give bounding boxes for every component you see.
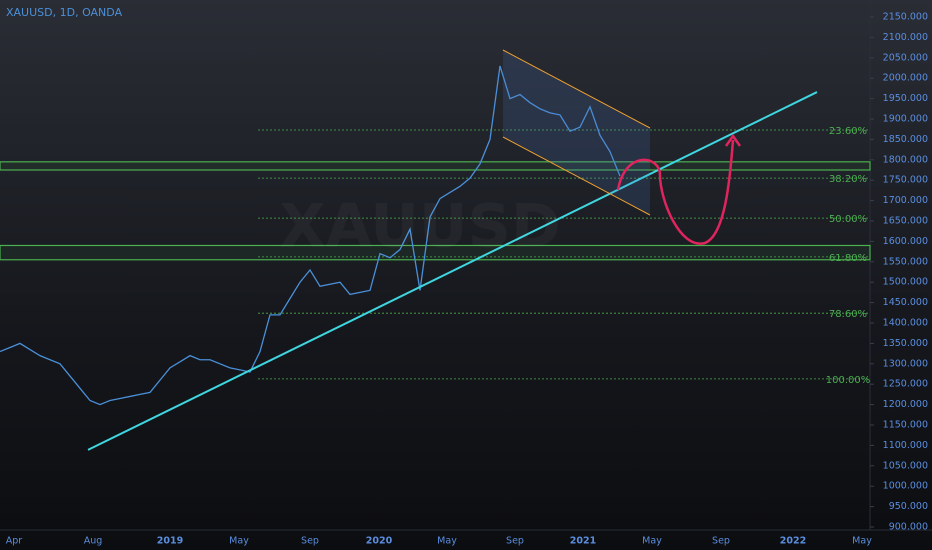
y-tick-label: 2100.000 [883, 32, 928, 43]
x-tick-label: May [642, 536, 662, 547]
y-tick-label: 1250.000 [883, 379, 928, 390]
channel-fill [503, 50, 650, 215]
y-tick-label: 1450.000 [883, 297, 928, 308]
chart-title: XAUUSD, 1D, OANDA [6, 6, 123, 19]
fib-label: 61.80% [829, 253, 867, 264]
y-tick-label: 1700.000 [883, 195, 928, 206]
projection-arrow [616, 139, 735, 245]
y-tick-label: 2150.000 [883, 12, 928, 23]
y-tick-label: 1500.000 [883, 277, 928, 288]
y-tick-label: 1000.000 [883, 481, 928, 492]
y-tick-label: 1100.000 [883, 440, 928, 451]
x-tick-label: Aug [84, 536, 103, 547]
x-tick-label: Sep [506, 536, 524, 547]
trendline [87, 91, 818, 451]
watermark: XAUUSD [279, 192, 560, 262]
x-tick-label: Sep [301, 536, 319, 547]
y-tick-label: 1650.000 [883, 216, 928, 227]
fib-label: 50.00% [829, 214, 867, 225]
fib-label: 78.60% [829, 309, 867, 320]
y-tick-label: 2050.000 [883, 52, 928, 63]
arrow-head [724, 133, 742, 147]
y-tick-label: 1050.000 [883, 460, 928, 471]
x-tick-label: 2021 [570, 536, 596, 547]
y-tick-label: 1400.000 [883, 318, 928, 329]
fib-label: 38.20% [829, 174, 867, 185]
plot: 900.000 950.000 1000.000 1050.000 1100.000 11… [0, 12, 928, 547]
fib-label: 100.00% [826, 375, 871, 386]
x-tick-label: 2022 [780, 536, 806, 547]
zone [0, 244, 871, 261]
x-tick-label: 2019 [157, 536, 183, 547]
channel-line [502, 136, 651, 216]
y-tick-label: 1200.000 [883, 399, 928, 410]
y-tick-label: 1900.000 [883, 114, 928, 125]
y-tick-label: 1800.000 [883, 154, 928, 165]
fib-label: 23.60% [829, 126, 867, 137]
y-tick-label: 900.000 [889, 522, 928, 533]
x-tick-label: May [852, 536, 872, 547]
y-tick-label: 1350.000 [883, 338, 928, 349]
y-tick-label: 1150.000 [883, 420, 928, 431]
x-tick-label: Sep [712, 536, 730, 547]
y-tick-label: 1950.000 [883, 93, 928, 104]
x-tick-label: May [437, 536, 457, 547]
x-tick-label: 2020 [366, 536, 393, 547]
y-tick-label: 1300.000 [883, 358, 928, 369]
x-tick-label: May [229, 536, 249, 547]
y-tick-label: 950.000 [889, 501, 928, 512]
zone [0, 161, 871, 171]
price-line [0, 65, 621, 406]
y-tick-label: 1750.000 [883, 175, 928, 186]
channel-line [502, 49, 651, 129]
y-tick-label: 1600.000 [883, 236, 928, 247]
y-tick-label: 1850.000 [883, 134, 928, 145]
y-tick-label: 2000.000 [883, 73, 928, 84]
y-tick-label: 1550.000 [883, 256, 928, 267]
x-tick-label: Apr [6, 536, 23, 547]
